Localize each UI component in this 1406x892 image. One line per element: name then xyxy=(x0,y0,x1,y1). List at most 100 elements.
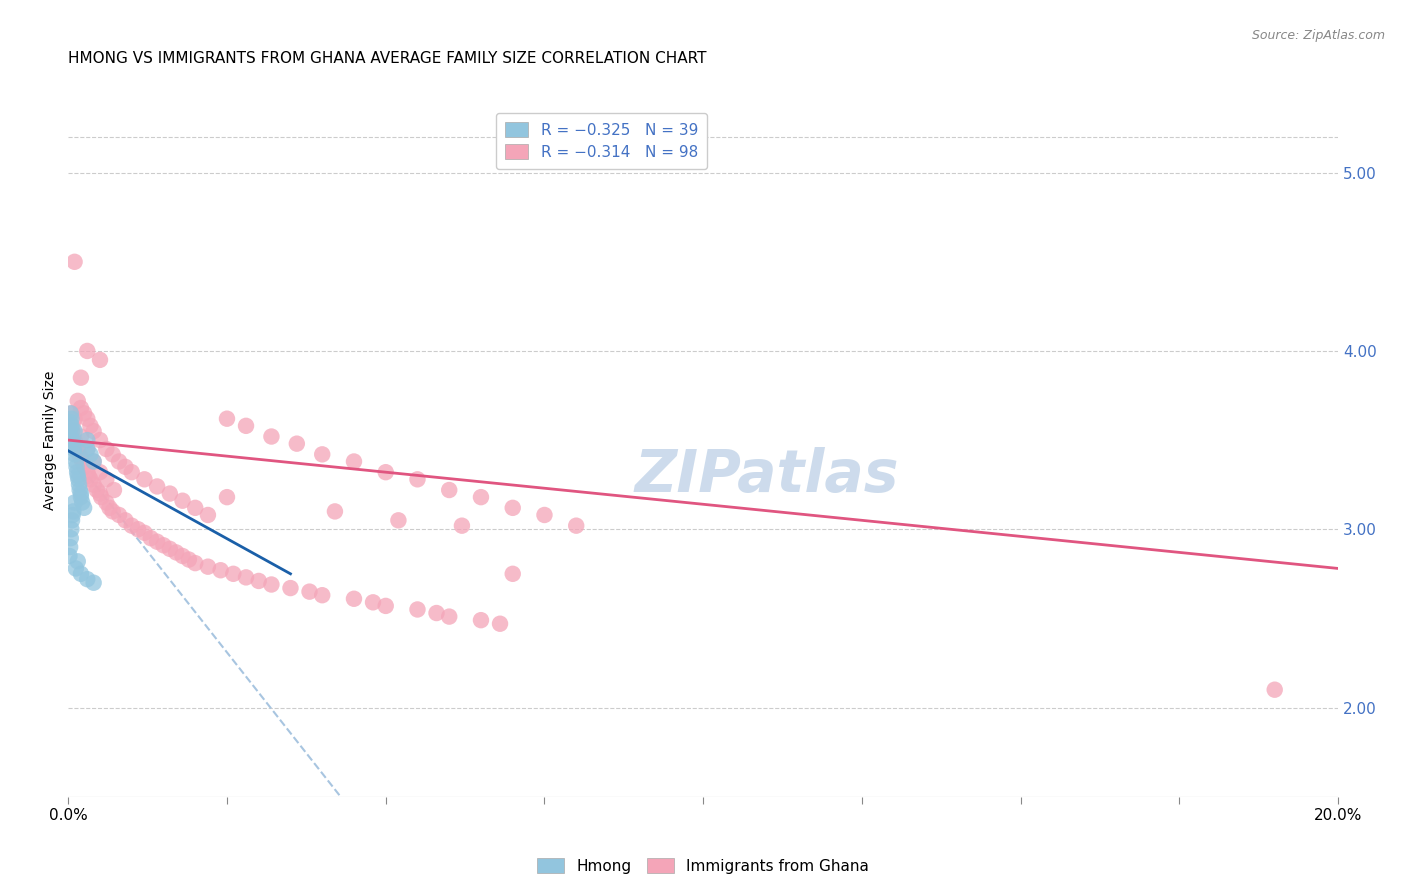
Point xyxy=(215,411,238,425)
Point xyxy=(83,477,105,491)
Point xyxy=(406,602,429,616)
Point xyxy=(177,552,200,566)
Point xyxy=(70,486,93,500)
Point xyxy=(65,454,87,468)
Point xyxy=(285,436,308,450)
Y-axis label: Average Family Size: Average Family Size xyxy=(44,370,58,510)
Point xyxy=(70,495,93,509)
Point xyxy=(121,518,143,533)
Point xyxy=(76,465,98,479)
Point xyxy=(172,493,194,508)
Point xyxy=(63,424,86,438)
Point xyxy=(323,504,346,518)
Point xyxy=(63,447,86,461)
Point xyxy=(69,483,91,497)
Point xyxy=(70,450,93,465)
Point xyxy=(76,442,98,456)
Text: Source: ZipAtlas.com: Source: ZipAtlas.com xyxy=(1251,29,1385,42)
Point xyxy=(67,477,90,491)
Point xyxy=(152,538,174,552)
Point xyxy=(235,418,257,433)
Point xyxy=(70,454,93,468)
Text: ZIPatlas: ZIPatlas xyxy=(634,447,898,504)
Point xyxy=(89,486,111,500)
Point xyxy=(89,433,111,447)
Point xyxy=(60,406,83,420)
Point xyxy=(260,577,283,591)
Point xyxy=(66,465,89,479)
Point xyxy=(79,447,101,461)
Point xyxy=(134,525,156,540)
Point xyxy=(77,468,100,483)
Point xyxy=(76,442,98,456)
Point xyxy=(96,495,118,509)
Point xyxy=(63,411,86,425)
Point xyxy=(65,459,87,474)
Point xyxy=(89,352,111,367)
Point xyxy=(60,522,83,536)
Point xyxy=(184,556,207,570)
Point xyxy=(215,490,238,504)
Point xyxy=(63,433,86,447)
Point xyxy=(489,616,512,631)
Point xyxy=(139,531,162,545)
Point xyxy=(66,393,89,408)
Point xyxy=(311,588,333,602)
Text: HMONG VS IMMIGRANTS FROM GHANA AVERAGE FAMILY SIZE CORRELATION CHART: HMONG VS IMMIGRANTS FROM GHANA AVERAGE F… xyxy=(69,51,707,66)
Point xyxy=(59,406,82,420)
Point xyxy=(247,574,270,588)
Point xyxy=(60,513,83,527)
Point xyxy=(298,584,321,599)
Legend: R = −0.325   N = 39, R = −0.314   N = 98: R = −0.325 N = 39, R = −0.314 N = 98 xyxy=(496,112,707,169)
Point xyxy=(62,433,84,447)
Point xyxy=(62,436,84,450)
Point xyxy=(374,465,396,479)
Point xyxy=(70,566,93,581)
Point xyxy=(96,442,118,456)
Point xyxy=(470,613,492,627)
Point xyxy=(502,500,524,515)
Point xyxy=(60,418,83,433)
Point xyxy=(260,429,283,443)
Point xyxy=(62,418,84,433)
Point xyxy=(66,442,89,456)
Point xyxy=(165,545,187,559)
Point xyxy=(58,549,80,563)
Point xyxy=(83,575,105,590)
Point xyxy=(83,454,105,468)
Point xyxy=(60,424,83,438)
Point xyxy=(197,508,219,522)
Point xyxy=(73,500,96,515)
Point xyxy=(235,570,257,584)
Point xyxy=(60,411,83,425)
Point xyxy=(63,442,86,456)
Point xyxy=(439,483,461,497)
Point xyxy=(96,472,118,486)
Point xyxy=(172,549,194,563)
Legend: Hmong, Immigrants from Ghana: Hmong, Immigrants from Ghana xyxy=(530,852,876,880)
Point xyxy=(66,468,89,483)
Point xyxy=(146,534,169,549)
Point xyxy=(70,401,93,415)
Point xyxy=(67,472,90,486)
Point xyxy=(343,591,366,606)
Point xyxy=(197,559,219,574)
Point xyxy=(63,255,86,269)
Point xyxy=(76,433,98,447)
Point xyxy=(159,486,181,500)
Point xyxy=(63,495,86,509)
Point xyxy=(121,465,143,479)
Point xyxy=(73,459,96,474)
Point xyxy=(58,424,80,438)
Point xyxy=(65,561,87,575)
Point xyxy=(387,513,409,527)
Point xyxy=(533,508,555,522)
Point xyxy=(127,522,149,536)
Point xyxy=(146,479,169,493)
Point xyxy=(89,465,111,479)
Point xyxy=(76,411,98,425)
Point xyxy=(101,504,124,518)
Point xyxy=(59,424,82,438)
Point xyxy=(65,436,87,450)
Point xyxy=(114,513,136,527)
